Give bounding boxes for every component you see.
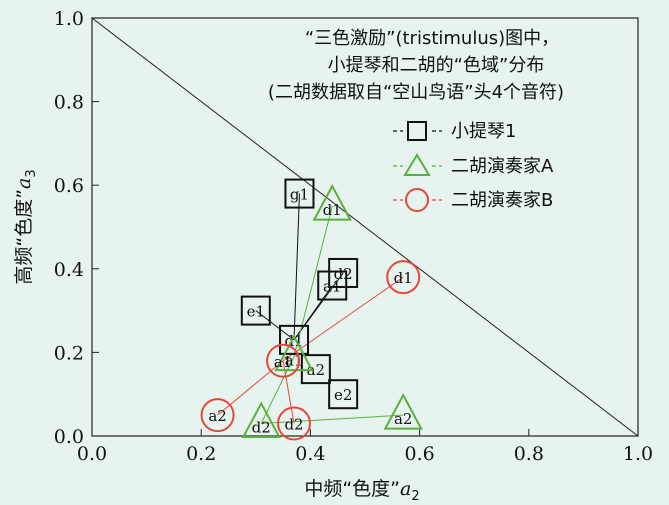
data-point: a1 — [266, 343, 301, 378]
point-label: d2 — [284, 415, 303, 433]
title-line: 小提琴和二胡的“色域”分布 — [328, 55, 545, 76]
y-tick-label: 0.2 — [54, 342, 84, 364]
point-label: a1 — [274, 353, 293, 371]
square-marker — [279, 324, 310, 355]
data-point: d1 — [386, 260, 421, 295]
legend-triangle-icon — [403, 153, 431, 176]
x-tick-label: 0.0 — [77, 443, 107, 465]
circle-marker — [277, 406, 312, 441]
point-label: a2 — [208, 407, 227, 425]
data-point: d2 — [241, 401, 281, 438]
title-line: “三色激励”(tristimulus)图中， — [305, 28, 559, 49]
plot-border — [91, 17, 639, 437]
y-tick-label: 0.6 — [54, 175, 84, 197]
x-tick-label: 1.0 — [623, 443, 653, 465]
legend-label: 二胡演奏家A — [451, 156, 554, 177]
point-label: g1 — [290, 186, 309, 204]
chart-title: “三色激励”(tristimulus)图中， 小提琴和二胡的“色域”分布 (二胡数据… — [268, 28, 564, 103]
triangle-marker — [312, 183, 352, 221]
x-axis-label: 中频“色度”a2 — [304, 478, 419, 504]
triangle-marker — [274, 334, 314, 372]
connector-line — [282, 276, 404, 362]
x-tick-label: 0.4 — [295, 443, 325, 465]
point-label: a2 — [307, 361, 326, 379]
legend-label: 二胡演奏家B — [451, 190, 553, 211]
y-tick-label: 0.8 — [54, 92, 84, 114]
connector-line — [282, 360, 295, 424]
plot-frame — [91, 17, 639, 437]
connector-line — [261, 414, 404, 424]
data-point: g1 — [284, 178, 315, 209]
point-label: e1 — [247, 303, 265, 321]
connector-line — [293, 272, 344, 341]
x-tick-label: 0.6 — [404, 443, 434, 465]
data-point: d2 — [277, 406, 312, 441]
legend-item: 二胡演奏家B — [393, 188, 553, 212]
connector-line — [217, 360, 284, 416]
square-marker — [240, 295, 271, 326]
point-label: e2 — [334, 386, 352, 404]
y-tick-label: 1.0 — [54, 8, 84, 30]
connector-line — [255, 310, 295, 341]
connector-line — [293, 205, 333, 357]
title-line: (二胡数据取自“空山鸟语”头4个音符) — [268, 82, 564, 103]
data-point: e2 — [328, 379, 359, 410]
point-label: d1 — [323, 201, 342, 219]
square-marker — [284, 178, 315, 209]
legend-circle-icon — [405, 188, 429, 212]
reference-diagonal-line — [91, 17, 639, 437]
circle-marker — [200, 398, 235, 433]
connector-line — [293, 193, 300, 340]
square-marker — [328, 379, 359, 410]
legend-item: 小提琴1 — [393, 121, 516, 142]
triangle-marker — [241, 401, 281, 438]
data-point: a2 — [200, 398, 235, 433]
square-marker — [328, 257, 359, 288]
circle-marker — [386, 260, 421, 295]
point-label: d2 — [334, 265, 353, 283]
legend-square-icon — [407, 121, 427, 141]
circle-marker — [266, 343, 301, 378]
point-label: a2 — [394, 410, 413, 428]
x-tick-label: 0.2 — [186, 443, 216, 465]
triangle-marker — [383, 392, 423, 430]
legend: 小提琴1 二胡演奏家A 二胡演奏家B — [393, 121, 554, 212]
point-label: d2 — [252, 418, 271, 436]
data-point: a2 — [383, 392, 423, 430]
legend-item: 二胡演奏家A — [393, 153, 554, 177]
data-point: e1 — [240, 295, 271, 326]
connector-lines — [217, 193, 404, 424]
y-tick-label: 0.0 — [54, 426, 84, 448]
x-tick-label: 0.8 — [514, 443, 544, 465]
data-point: d1 — [312, 183, 352, 221]
legend-label: 小提琴1 — [451, 121, 516, 142]
y-axis-label: 高频“色度”a3 — [13, 169, 39, 284]
data-point: d2 — [328, 257, 359, 288]
point-label: d1 — [394, 269, 413, 287]
square-marker — [317, 270, 348, 301]
axis-ticks: 0.0 0.2 0.4 0.6 0.8 1.0 0.0 0.2 0.4 0.6 0.8 1.0 — [54, 8, 653, 465]
y-tick-label: 0.4 — [54, 259, 84, 281]
